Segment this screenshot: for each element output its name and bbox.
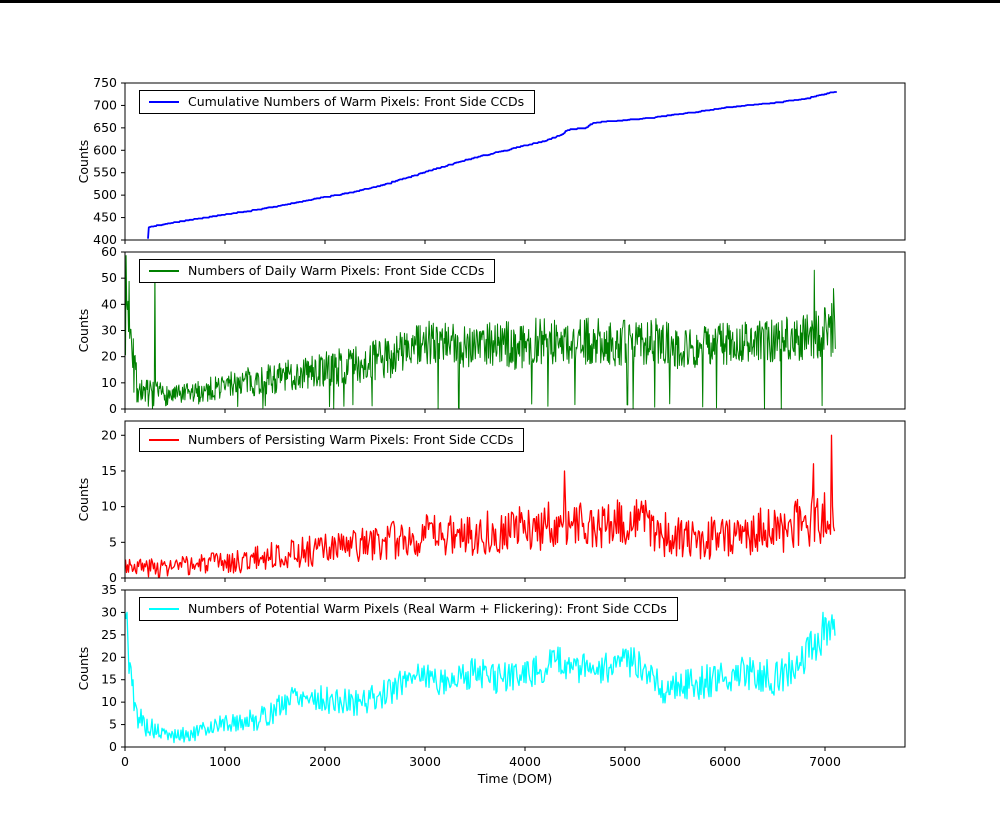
y-axis-label: Counts <box>76 478 91 522</box>
legend-label: Numbers of Persisting Warm Pixels: Front… <box>188 432 514 447</box>
y-tick-label: 400 <box>93 232 117 247</box>
y-tick-label: 30 <box>101 604 117 619</box>
y-tick-label: 600 <box>93 142 117 157</box>
series-line-1 <box>125 255 837 409</box>
y-tick-label: 500 <box>93 187 117 202</box>
x-tick-label: 5000 <box>609 754 641 769</box>
y-tick-label: 450 <box>93 210 117 225</box>
y-tick-label: 15 <box>101 672 117 687</box>
y-tick-label: 0 <box>109 739 117 754</box>
legend-label: Numbers of Potential Warm Pixels (Real W… <box>188 601 667 616</box>
legend-line-sample-red <box>149 438 179 441</box>
y-axis-label: Counts <box>76 140 91 184</box>
y-tick-label: 60 <box>101 244 117 259</box>
legend-line-sample-blue <box>149 100 179 103</box>
x-tick-label: 1000 <box>209 754 241 769</box>
legend-potential: Numbers of Potential Warm Pixels (Real W… <box>139 597 678 621</box>
legend-line-sample-green <box>149 269 179 272</box>
x-tick-label: 7000 <box>809 754 841 769</box>
legend-label: Cumulative Numbers of Warm Pixels: Front… <box>188 94 525 109</box>
subplot-frame-1 <box>124 251 906 410</box>
subplot-frame-0 <box>124 82 906 241</box>
legend-persisting: Numbers of Persisting Warm Pixels: Front… <box>139 428 525 452</box>
y-tick-label: 650 <box>93 120 117 135</box>
y-tick-label: 700 <box>93 97 117 112</box>
x-axis-label: Time (DOM) <box>477 771 553 786</box>
y-tick-label: 15 <box>101 463 117 478</box>
legend-cumulative: Cumulative Numbers of Warm Pixels: Front… <box>139 90 536 114</box>
y-tick-label: 10 <box>101 499 117 514</box>
x-tick-label: 4000 <box>509 754 541 769</box>
y-tick-label: 550 <box>93 165 117 180</box>
y-tick-label: 20 <box>101 349 117 364</box>
legend-label: Numbers of Daily Warm Pixels: Front Side… <box>188 263 485 278</box>
series-line-2 <box>125 434 836 578</box>
y-axis-label: Counts <box>76 647 91 691</box>
y-tick-label: 0 <box>109 570 117 585</box>
y-tick-label: 0 <box>109 401 117 416</box>
window-top-edge <box>0 0 1000 3</box>
subplot-frame-2 <box>124 420 906 579</box>
y-tick-label: 30 <box>101 323 117 338</box>
legend-line-sample-cyan <box>149 607 179 610</box>
subplot-frame-3 <box>124 589 906 748</box>
x-tick-label: 6000 <box>709 754 741 769</box>
series-line-3 <box>125 611 836 744</box>
x-tick-label: 3000 <box>409 754 441 769</box>
y-tick-label: 750 <box>93 75 117 90</box>
y-tick-label: 5 <box>109 717 117 732</box>
y-tick-label: 40 <box>101 296 117 311</box>
y-axis-label: Counts <box>76 309 91 353</box>
y-tick-label: 50 <box>101 270 117 285</box>
y-tick-label: 5 <box>109 534 117 549</box>
series-line-0 <box>147 91 837 239</box>
y-tick-label: 35 <box>101 582 117 597</box>
legend-daily: Numbers of Daily Warm Pixels: Front Side… <box>139 259 496 283</box>
y-tick-label: 10 <box>101 694 117 709</box>
x-tick-label: 0 <box>121 754 129 769</box>
y-tick-label: 20 <box>101 649 117 664</box>
y-tick-label: 25 <box>101 627 117 642</box>
y-tick-label: 20 <box>101 427 117 442</box>
x-tick-label: 2000 <box>309 754 341 769</box>
y-tick-label: 10 <box>101 375 117 390</box>
